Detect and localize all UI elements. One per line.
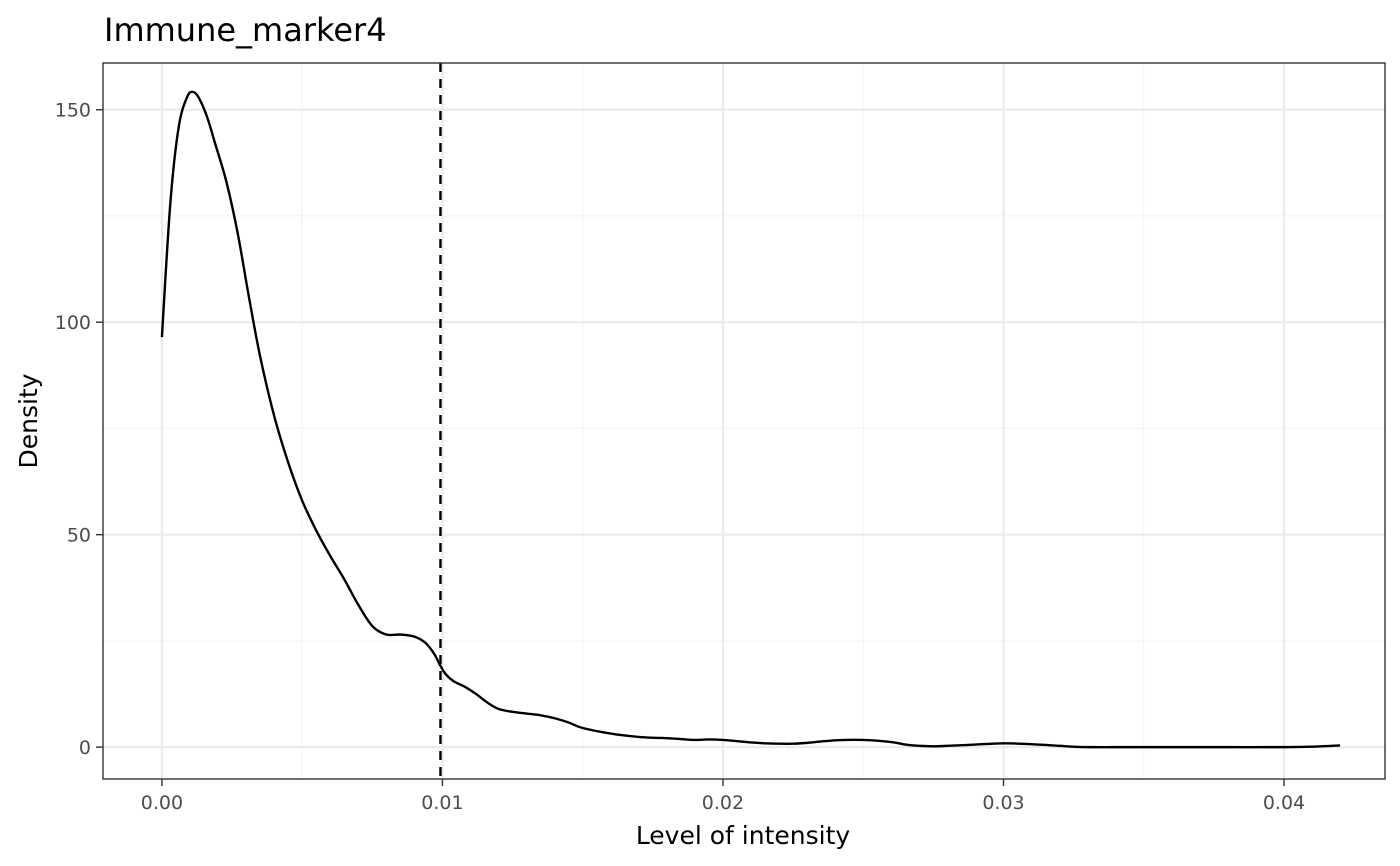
x-axis-title: Level of intensity xyxy=(636,821,851,850)
x-tick-label: 0.01 xyxy=(421,792,463,814)
x-tick-label: 0.00 xyxy=(141,792,183,814)
minor-grid xyxy=(103,63,1385,779)
y-tick-label: 0 xyxy=(79,737,91,759)
y-tick-label: 50 xyxy=(67,525,91,547)
chart-title: Immune_marker4 xyxy=(104,11,387,49)
y-axis-ticks: 0 50 100 150 xyxy=(55,100,103,759)
y-axis-title: Density xyxy=(14,373,43,468)
x-tick-label: 0.02 xyxy=(702,792,744,814)
x-tick-label: 0.04 xyxy=(1263,792,1305,814)
y-tick-label: 150 xyxy=(55,100,91,122)
panel-border xyxy=(102,62,1386,780)
density-curve xyxy=(160,90,1341,749)
x-axis-ticks: 0.00 0.01 0.02 0.03 0.04 xyxy=(141,779,1305,814)
x-tick-label: 0.03 xyxy=(982,792,1024,814)
y-tick-label: 100 xyxy=(55,312,91,334)
major-grid xyxy=(103,63,1385,779)
